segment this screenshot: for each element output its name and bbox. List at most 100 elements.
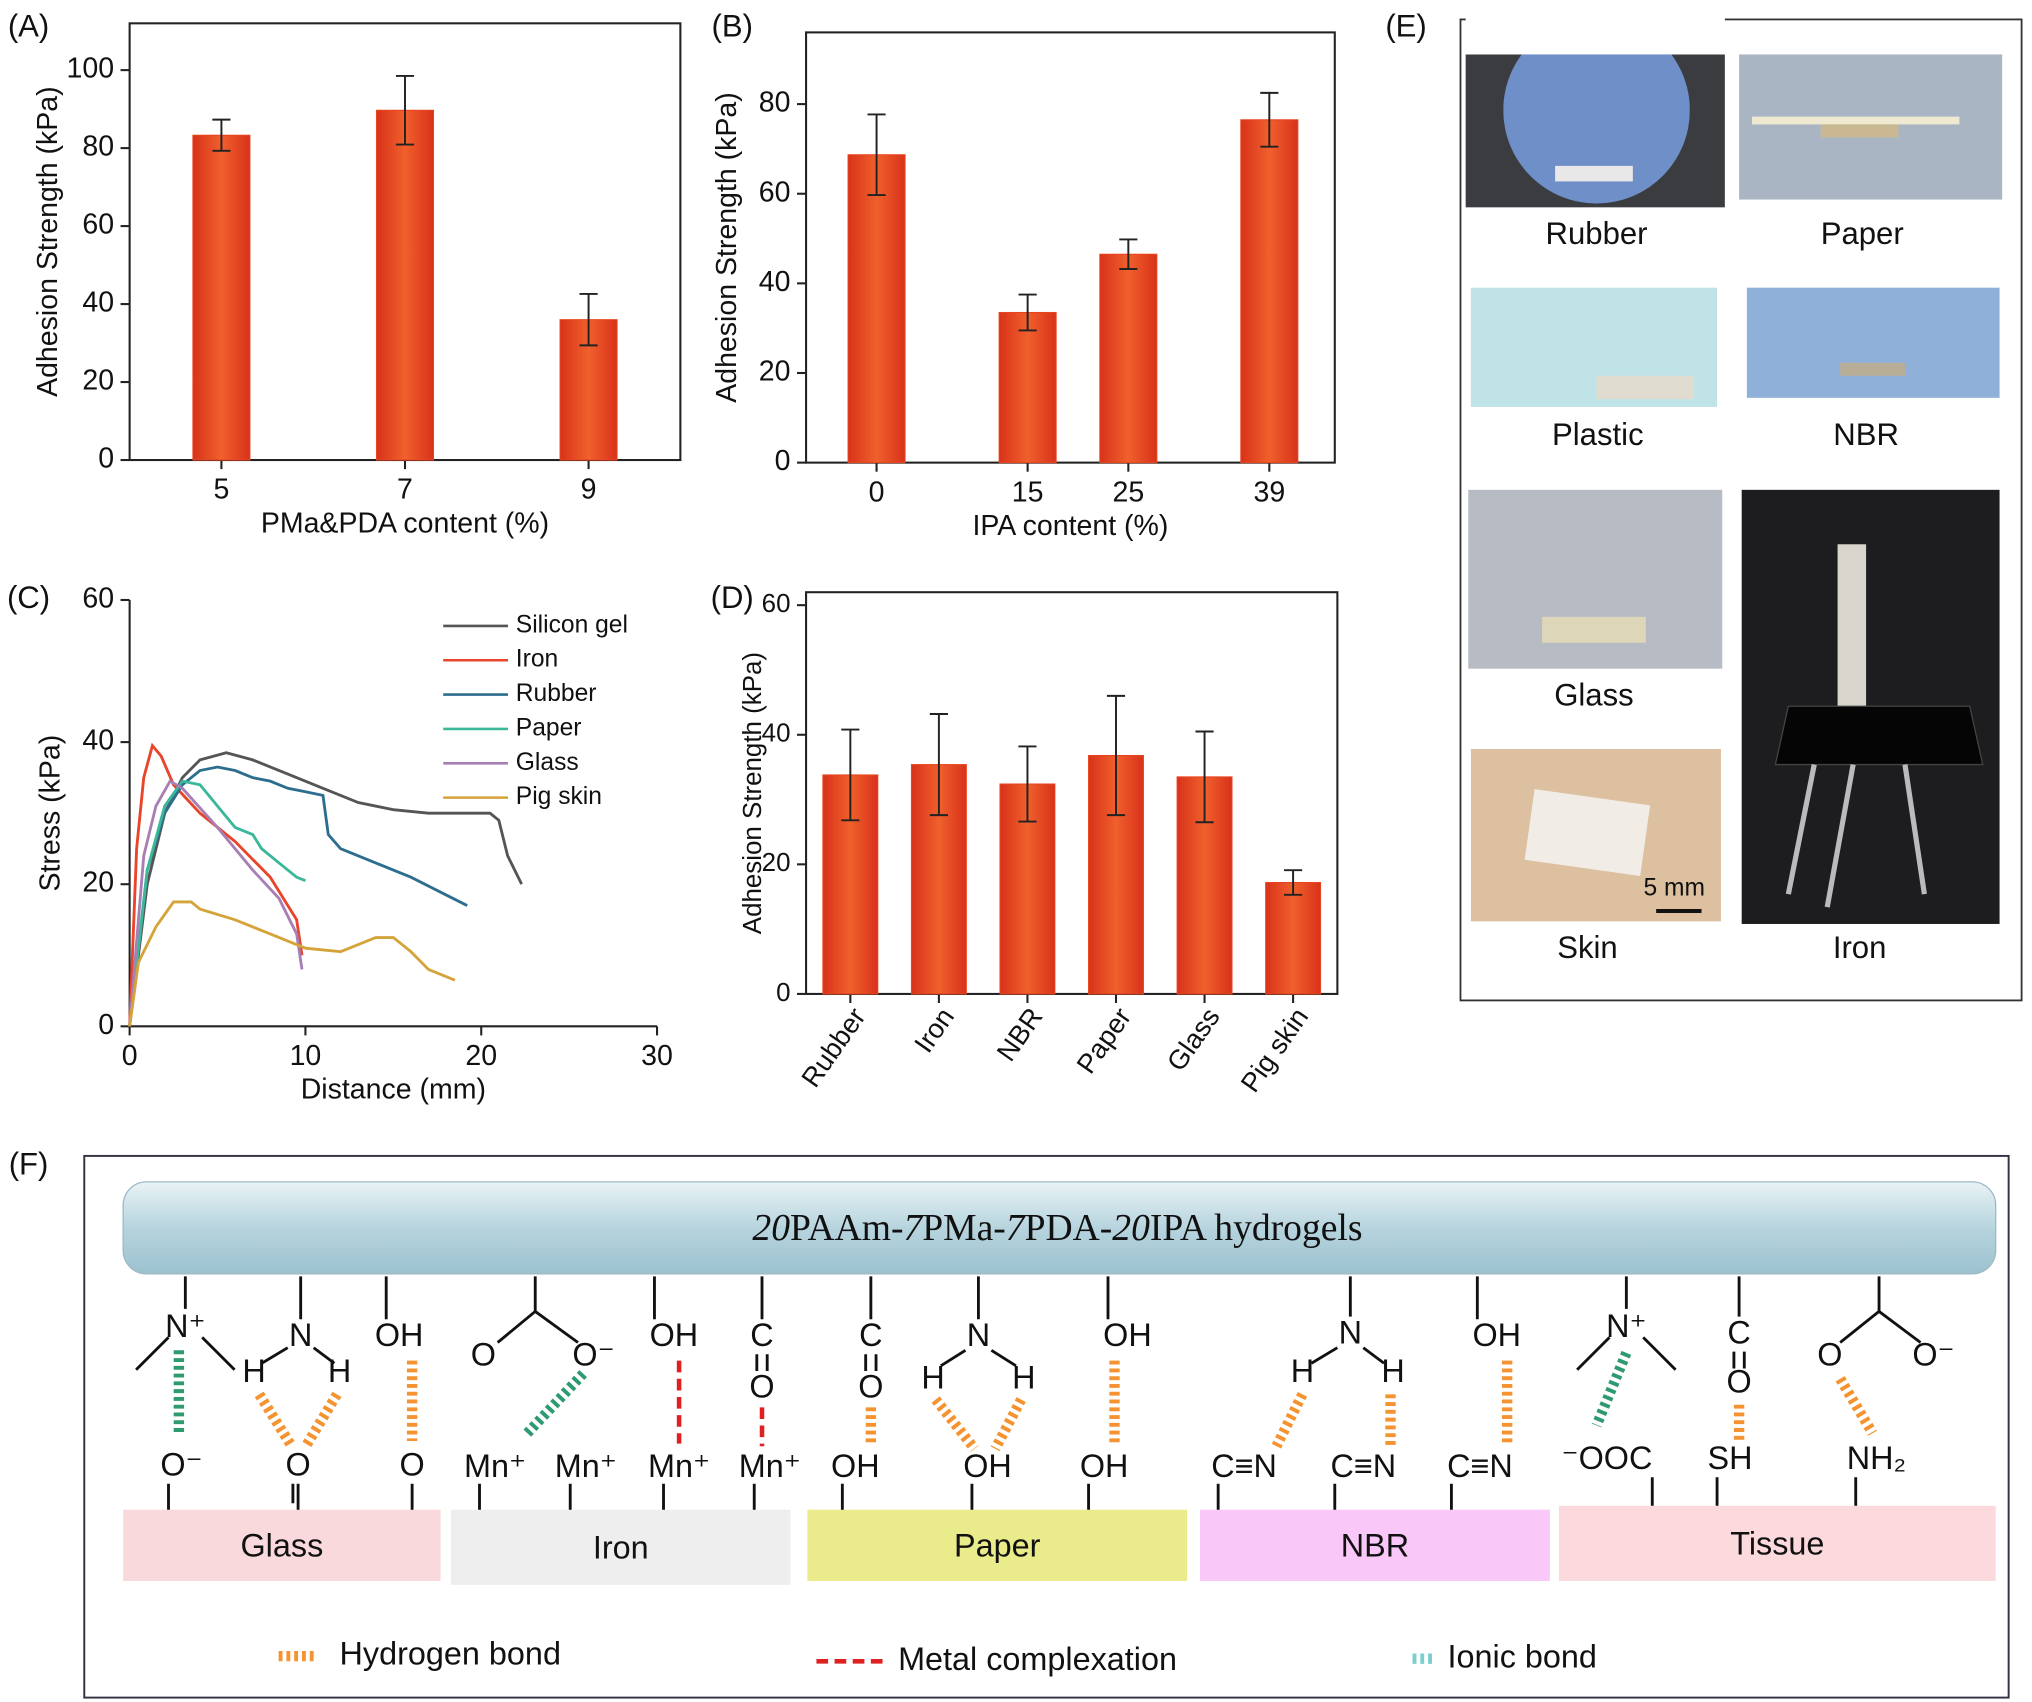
x-tick-label: Glass <box>1160 1002 1225 1077</box>
y-tick-label: 20 <box>762 849 791 877</box>
chem-group: Mn⁺ <box>555 1448 617 1484</box>
chem-group: ⁻OOC <box>1561 1440 1652 1476</box>
x-axis-label: IPA content (%) <box>972 510 1168 542</box>
error-bar <box>1106 694 1126 817</box>
x-tick-label: 39 <box>1253 476 1285 508</box>
bar <box>1240 119 1299 464</box>
plot-frame <box>805 31 1336 464</box>
chem-group: Mn⁺ <box>739 1448 801 1484</box>
legend-label: Silicon gel <box>516 611 628 638</box>
x-axis-label: Distance (mm) <box>301 1074 486 1106</box>
y-axis-label: Stress (kPa) <box>34 735 66 892</box>
chem-group: H <box>1291 1353 1314 1389</box>
panel-label: (E) <box>1385 9 1426 44</box>
legend-label: Hydrogen bond <box>340 1636 561 1672</box>
photo-detail <box>1840 362 1905 376</box>
y-axis-label: Adhesion Strength (kPa) <box>739 652 767 934</box>
bar <box>1099 253 1158 464</box>
legend-label: Paper <box>516 714 582 741</box>
error-bar <box>841 728 860 822</box>
chem-group: OH <box>963 1448 1012 1484</box>
error-bar <box>929 713 948 817</box>
x-tick-label: 15 <box>1012 476 1044 508</box>
x-tick-label: Paper <box>1070 1002 1137 1079</box>
y-tick-label: 40 <box>82 287 114 319</box>
y-tick-label: 60 <box>759 176 791 208</box>
x-tick-label: 0 <box>869 476 885 508</box>
photo-detail <box>1774 705 1984 766</box>
y-tick-label: 20 <box>82 365 114 397</box>
y-axis-label: Adhesion Strength (kPa) <box>711 92 743 403</box>
x-tick-label: 5 <box>213 474 229 506</box>
legend-label: Glass <box>516 749 579 776</box>
chem-group: O⁻ <box>1912 1336 1954 1372</box>
x-tick-label: 20 <box>465 1040 497 1072</box>
chem-group: Mn⁺ <box>464 1448 526 1484</box>
bar <box>375 109 435 461</box>
chem-group: O <box>749 1369 774 1405</box>
y-tick-label: 0 <box>98 443 114 475</box>
y-tick-label: 60 <box>762 590 791 618</box>
y-tick-label: 40 <box>762 720 791 748</box>
substrate-label: Paper <box>954 1527 1041 1563</box>
error-bar <box>579 292 598 347</box>
substrate-label: Iron <box>593 1529 649 1565</box>
legend-label: Iron <box>516 646 558 673</box>
photo-detail <box>1524 789 1651 876</box>
error-bar <box>212 118 231 152</box>
interaction-bond <box>1835 1376 1878 1436</box>
photo-detail <box>1503 17 1690 204</box>
y-axis-label: Adhesion Strength (kPa) <box>32 86 64 397</box>
chem-group: H <box>242 1353 265 1389</box>
error-bar <box>1260 91 1279 148</box>
chem-group: N <box>967 1317 990 1353</box>
line-series <box>128 779 306 1027</box>
substrate-box <box>450 1509 791 1585</box>
substrate-box <box>807 1509 1188 1581</box>
x-tick-label: Pig skin <box>1234 1002 1314 1098</box>
chem-group: SH <box>1708 1440 1753 1476</box>
x-tick-label: 30 <box>641 1040 673 1072</box>
chem-group: OH <box>1080 1448 1129 1484</box>
chem-group: H <box>921 1360 944 1396</box>
chem-group: C≡N <box>1447 1448 1513 1484</box>
panel-label: (B) <box>711 9 752 44</box>
chem-group: OH <box>1103 1317 1152 1353</box>
line-series <box>128 742 304 1027</box>
x-tick-label: 9 <box>581 474 597 506</box>
substrate-box <box>1200 1509 1550 1581</box>
chem-group: O <box>285 1446 310 1482</box>
interaction-bond <box>990 1397 1026 1452</box>
bond-line <box>135 1276 236 1371</box>
photo-caption: Skin <box>1557 930 1618 965</box>
x-tick-label: Rubber <box>795 1002 872 1093</box>
error-bar <box>1284 869 1303 896</box>
chem-group: C≡N <box>1211 1448 1277 1484</box>
chem-group: N⁺ <box>1606 1308 1646 1344</box>
chem-group: NH₂ <box>1847 1440 1906 1476</box>
y-tick-label: 80 <box>759 87 791 119</box>
error-bar <box>1119 238 1138 270</box>
interaction-bond <box>301 1391 342 1449</box>
x-tick-label: 0 <box>122 1040 138 1072</box>
error-bar <box>1018 745 1037 823</box>
legend-label: Metal complexation <box>898 1641 1177 1677</box>
substrate-label: Tissue <box>1730 1526 1824 1562</box>
diagram-title: 20PAAm-7PMa-7PDA-20IPA hydrogels <box>752 1208 1362 1249</box>
photo-detail <box>1820 124 1899 138</box>
chem-group: O <box>1727 1364 1752 1400</box>
chem-group: H <box>1381 1353 1404 1389</box>
chem-group: C <box>750 1317 773 1353</box>
x-tick-label: 25 <box>1112 476 1144 508</box>
photo-mask <box>1465 0 1725 55</box>
x-tick-label: Iron <box>908 1002 960 1058</box>
panel-label: (A) <box>8 9 49 44</box>
chem-group: N⁺ <box>165 1308 205 1344</box>
y-tick-label: 0 <box>776 979 790 1007</box>
photo-detail <box>1596 375 1694 400</box>
chem-group: OH <box>1472 1317 1521 1353</box>
error-bar <box>867 113 886 197</box>
substrate-label: NBR <box>1341 1527 1409 1563</box>
line-series <box>128 779 304 1027</box>
